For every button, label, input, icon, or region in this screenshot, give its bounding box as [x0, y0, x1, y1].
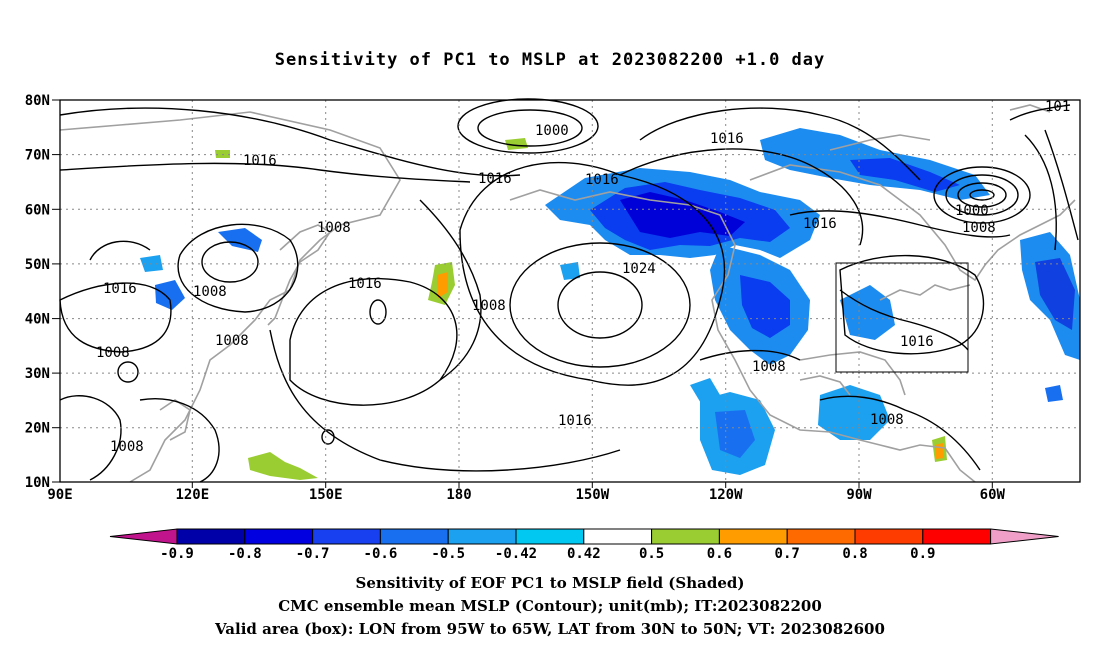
coastlines — [59, 104, 1076, 483]
contour-label: 1008 — [110, 439, 144, 455]
x-tick-label: 150E — [309, 487, 343, 503]
colorbar-segment — [854, 528, 924, 545]
colorbar-segment — [718, 528, 788, 545]
y-ticks — [52, 99, 60, 483]
contour-label: 1016 — [710, 131, 744, 147]
x-tick-label: 60W — [980, 487, 1006, 503]
map-frame — [59, 99, 1081, 483]
contour-label: 1016 — [243, 153, 277, 169]
colorbar-arrow-left — [109, 528, 178, 545]
colorbar-segment — [312, 528, 381, 545]
colorbar-segment — [583, 528, 653, 545]
x-tick-label: 90E — [47, 487, 72, 503]
x-tick-label: 120E — [175, 487, 209, 503]
contour-label: 101 — [1045, 99, 1070, 115]
colorbar-arrow-right — [990, 528, 1059, 545]
colorbar-segment — [447, 528, 517, 545]
x-tick-label: 180 — [446, 487, 471, 503]
mslp-contours — [59, 98, 1079, 483]
contour-label: 1000 — [535, 123, 569, 139]
colorbar-label: 0.42 — [567, 546, 601, 562]
y-tick-label: 80N — [25, 93, 50, 109]
contour-label: 1024 — [622, 261, 656, 277]
y-tick-label: 30N — [25, 366, 50, 382]
x-ticks — [191, 482, 993, 488]
contour-label: 1008 — [752, 359, 786, 375]
colorbar-label: 0.7 — [775, 546, 800, 562]
contour-label: 1008 — [317, 220, 351, 236]
x-tick-label: 90W — [846, 487, 872, 503]
contour-label: 1016 — [803, 216, 837, 232]
contour-label: 1016 — [103, 281, 137, 297]
y-tick-label: 10N — [25, 475, 50, 491]
caption-line-1: Sensitivity of EOF PC1 to MSLP field (Sh… — [355, 574, 745, 592]
contour-label: 1008 — [962, 220, 996, 236]
valid-area-box — [835, 262, 969, 373]
contour-label: 1016 — [585, 172, 619, 188]
x-tick-label: 150W — [575, 487, 609, 503]
colorbar-label: -0.42 — [495, 546, 537, 562]
contour-label: 1016 — [900, 334, 934, 350]
x-tick-label: 120W — [709, 487, 743, 503]
colorbar-segment — [651, 528, 720, 545]
map-title: Sensitivity of PC1 to MSLP at 2023082200… — [274, 50, 826, 70]
colorbar-segment — [786, 528, 856, 545]
colorbar-label: 0.9 — [910, 546, 935, 562]
colorbar-label: 0.6 — [707, 546, 732, 562]
contour-label: 1000 — [955, 203, 989, 219]
caption-line-2: CMC ensemble mean MSLP (Contour); unit(m… — [278, 597, 822, 615]
colorbar-label: 0.5 — [639, 546, 664, 562]
colorbar-segment — [379, 528, 449, 545]
y-tick-label: 40N — [25, 312, 50, 328]
grid-lines — [60, 100, 1080, 482]
contour-label: 1016 — [348, 276, 382, 292]
y-tick-label: 50N — [25, 257, 50, 273]
colorbar-label: 0.8 — [842, 546, 867, 562]
colorbar-label: -0.9 — [160, 546, 194, 562]
contour-label: 1008 — [472, 298, 506, 314]
contour-label: 1008 — [96, 345, 130, 361]
y-tick-label: 20N — [25, 421, 50, 437]
contour-label: 1008 — [215, 333, 249, 349]
colorbar-label: -0.5 — [431, 546, 465, 562]
colorbar-label: -0.8 — [228, 546, 262, 562]
contour-label: 1016 — [558, 413, 592, 429]
contour-label: 1008 — [193, 284, 227, 300]
y-tick-label: 60N — [25, 202, 50, 218]
contour-label: 1008 — [870, 412, 904, 428]
colorbar-segment — [922, 528, 992, 545]
colorbar-label: -0.6 — [364, 546, 398, 562]
colorbar-segment — [244, 528, 314, 545]
contour-label: 1016 — [478, 171, 512, 187]
colorbar-segment — [515, 528, 585, 545]
y-tick-label: 70N — [25, 148, 50, 164]
colorbar-labels: -0.9 -0.8 -0.7 -0.6 -0.5 -0.42 0.42 0.5 0.6 0.7 0.… — [160, 546, 935, 562]
colorbar — [109, 528, 1059, 545]
colorbar-label: -0.7 — [296, 546, 330, 562]
colorbar-segment — [176, 528, 246, 545]
caption-line-3: Valid area (box): LON from 95W to 65W, L… — [215, 620, 885, 638]
